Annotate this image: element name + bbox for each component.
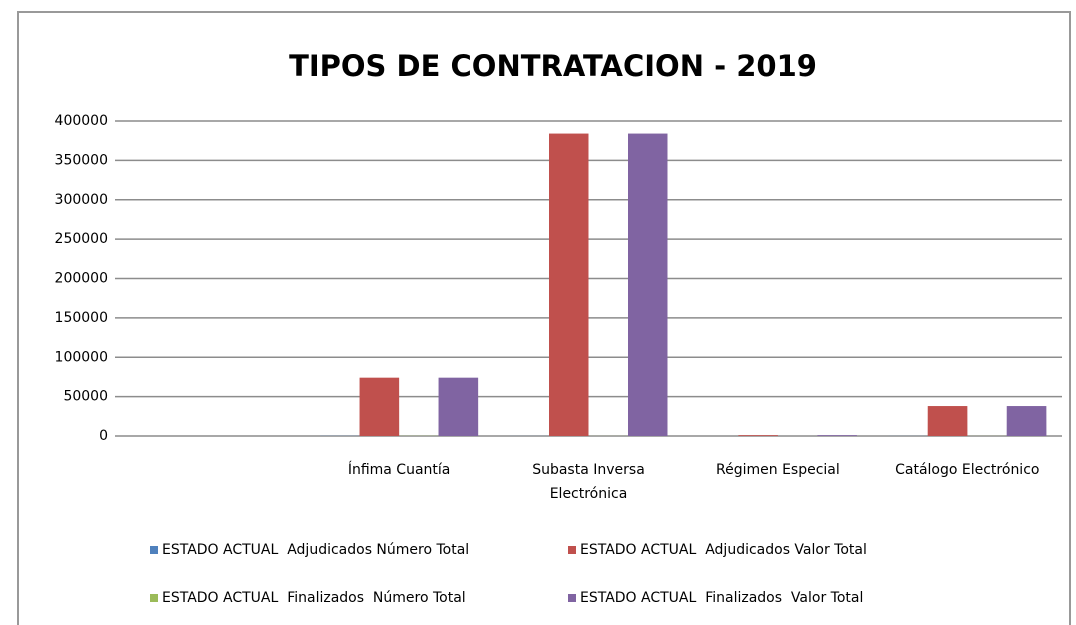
legend-label: ESTADO ACTUAL Finalizados Valor Total bbox=[580, 590, 863, 606]
bar bbox=[438, 377, 479, 436]
legend-swatch bbox=[150, 546, 158, 554]
y-tick-label: 400000 bbox=[55, 113, 108, 129]
y-tick-label: 50000 bbox=[63, 389, 108, 405]
legend-swatch bbox=[150, 594, 158, 602]
legend-swatch bbox=[568, 594, 576, 602]
x-tick-label: Régimen Especial bbox=[716, 462, 840, 478]
bar bbox=[817, 435, 857, 436]
y-tick-label: 300000 bbox=[55, 192, 108, 208]
legend-swatch bbox=[568, 546, 576, 554]
x-tick-label: Ínfima Cuantía bbox=[348, 461, 451, 478]
y-tick-label: 250000 bbox=[55, 231, 108, 247]
chart-title: TIPOS DE CONTRATACION - 2019 bbox=[289, 49, 817, 83]
y-tick-label: 150000 bbox=[55, 310, 108, 326]
x-tick-label: Catálogo Electrónico bbox=[895, 462, 1039, 478]
bar bbox=[1006, 406, 1047, 436]
legend-label: ESTADO ACTUAL Adjudicados Número Total bbox=[162, 542, 469, 558]
bar bbox=[738, 435, 778, 436]
legend-label: ESTADO ACTUAL Adjudicados Valor Total bbox=[580, 542, 867, 558]
y-tick-label: 0 bbox=[99, 428, 108, 444]
bar bbox=[359, 377, 400, 436]
bar bbox=[927, 406, 968, 436]
bar bbox=[549, 133, 589, 436]
y-tick-label: 100000 bbox=[55, 349, 108, 365]
x-tick-label: Subasta Inversa Electrónica bbox=[532, 462, 645, 502]
y-tick-label: 200000 bbox=[55, 271, 108, 287]
y-tick-label: 350000 bbox=[55, 152, 108, 168]
bar bbox=[628, 133, 668, 436]
legend-label: ESTADO ACTUAL Finalizados Número Total bbox=[162, 590, 466, 606]
